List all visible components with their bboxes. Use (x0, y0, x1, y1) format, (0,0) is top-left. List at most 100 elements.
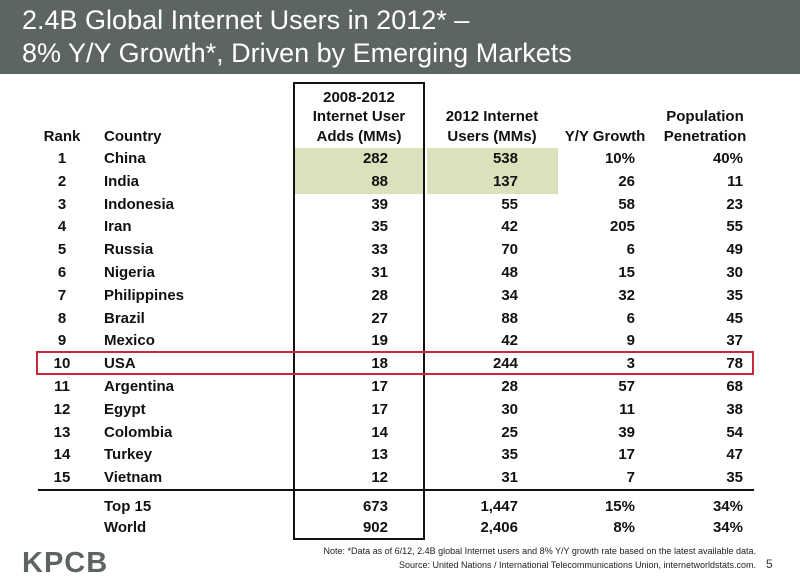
cell-growth: 9 (626, 332, 635, 350)
header-penetration-2: Penetration (663, 128, 747, 145)
cell-rank: 15 (53, 469, 71, 487)
cell-growth: 10% (604, 150, 635, 167)
kpcb-logo: KPCB (22, 547, 109, 579)
cell-penetration: 47 (726, 446, 743, 464)
cell-country: China (104, 150, 146, 167)
cell-growth: 6 (626, 241, 635, 259)
header-growth: Y/Y Growth (564, 128, 646, 145)
totals-divider (38, 489, 754, 491)
cell-users: 137 (492, 172, 518, 190)
cell-rank: 4 (57, 218, 67, 236)
usa-row-outline (36, 351, 754, 375)
cell-users: 35 (501, 446, 518, 464)
cell-growth: 15 (618, 264, 635, 281)
source-line: Source: United Nations / International T… (398, 560, 756, 570)
cell-users: 88 (501, 309, 518, 327)
cell-users: 42 (501, 218, 518, 236)
highlight-adds (295, 148, 425, 194)
cell-country: Turkey (104, 446, 153, 464)
page-number: 5 (766, 557, 773, 571)
cell-users: 30 (501, 400, 518, 418)
cell-adds: 17 (371, 400, 388, 418)
header-adds-1: 2008-2012 (323, 89, 395, 106)
slide-title-line-1: 2.4B Global Internet Users in 2012* – (22, 5, 470, 35)
cell-growth: 58 (618, 195, 635, 213)
cell-country: Mexico (104, 332, 155, 350)
cell-rank: 9 (57, 332, 67, 350)
cell-penetration: 11 (727, 172, 743, 190)
cell-rank: 11 (54, 378, 70, 395)
cell-users: 34 (501, 286, 518, 304)
cell-growth: 26 (618, 172, 635, 190)
cell-country: Egypt (104, 400, 146, 418)
total-cell-growth: 8% (613, 519, 635, 536)
total-cell-growth: 15% (604, 498, 635, 515)
total-cell-adds: 902 (362, 519, 388, 536)
cell-adds: 19 (371, 332, 388, 350)
cell-penetration: 40% (712, 150, 743, 167)
cell-penetration: 37 (726, 332, 743, 350)
cell-users: 31 (501, 469, 518, 487)
cell-adds: 282 (362, 150, 388, 167)
cell-rank: 8 (57, 309, 67, 327)
cell-country: Philippines (104, 286, 185, 304)
cell-users: 55 (501, 195, 518, 213)
cell-country: India (104, 172, 140, 190)
cell-country: Brazil (104, 309, 145, 327)
cell-users: 70 (501, 241, 518, 259)
cell-rank: 14 (53, 446, 71, 464)
highlight-users (427, 148, 558, 194)
cell-adds: 27 (371, 309, 388, 327)
cell-country: USA (104, 355, 136, 373)
cell-country: Argentina (104, 378, 175, 395)
cell-country: Nigeria (104, 264, 155, 281)
cell-users: 48 (501, 264, 518, 281)
cell-growth: 17 (618, 446, 635, 464)
total-cell-label: World (104, 519, 147, 536)
cell-rank: 7 (57, 286, 67, 304)
header-penetration-1: Population (666, 108, 744, 125)
cell-adds: 12 (371, 469, 388, 487)
cell-rank: 6 (57, 264, 67, 281)
cell-penetration: 68 (726, 378, 743, 395)
cell-penetration: 30 (726, 264, 743, 281)
total-cell-users: 2,406 (480, 519, 518, 536)
cell-rank: 5 (57, 241, 67, 259)
cell-penetration: 54 (726, 423, 743, 441)
cell-penetration: 55 (726, 218, 743, 236)
cell-adds: 88 (371, 172, 388, 190)
cell-growth: 32 (618, 286, 635, 304)
cell-users: 25 (501, 423, 518, 441)
cell-adds: 13 (371, 446, 388, 464)
cell-adds: 35 (371, 218, 388, 236)
cell-adds: 39 (371, 195, 388, 213)
cell-country: Indonesia (104, 195, 175, 213)
cell-rank: 13 (53, 423, 71, 441)
cell-adds: 14 (371, 423, 388, 441)
cell-rank: 2 (57, 172, 67, 190)
footnote: Note: *Data as of 6/12, 2.4B global Inte… (323, 546, 756, 556)
cell-country: Colombia (104, 423, 173, 441)
cell-growth: 7 (626, 469, 635, 487)
header-users-2: Users (MMs) (447, 128, 537, 145)
total-cell-penetration: 34% (712, 519, 743, 536)
cell-users: 244 (492, 355, 518, 373)
cell-penetration: 78 (726, 355, 743, 373)
cell-growth: 3 (626, 355, 635, 373)
cell-growth: 6 (626, 309, 635, 327)
cell-growth: 11 (619, 400, 635, 418)
header-country: Country (104, 128, 162, 145)
header-rank: Rank (43, 128, 81, 145)
adds-column-outline (293, 82, 425, 540)
cell-users: 538 (492, 150, 518, 167)
cell-country: Iran (104, 218, 132, 236)
total-cell-label: Top 15 (104, 498, 152, 515)
cell-penetration: 38 (726, 400, 743, 418)
cell-penetration: 23 (726, 195, 743, 213)
cell-users: 42 (501, 332, 518, 350)
cell-penetration: 35 (726, 469, 743, 487)
cell-adds: 17 (371, 378, 388, 395)
cell-rank: 1 (57, 150, 67, 167)
header-adds-2: Internet User (312, 108, 406, 125)
cell-country: Russia (104, 241, 154, 259)
